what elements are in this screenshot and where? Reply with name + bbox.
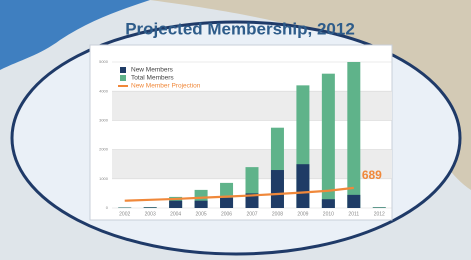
bar	[347, 62, 360, 208]
x-tick-label: 2005	[196, 211, 207, 217]
bar	[169, 201, 182, 208]
bar	[144, 207, 157, 208]
x-tick-label: 2008	[272, 211, 283, 217]
x-tick-label: 2010	[323, 211, 334, 217]
legend-label: Total Members	[131, 75, 174, 82]
x-tick-label: 2011	[348, 211, 359, 217]
chart-title: Projected Membership, 2012	[125, 19, 355, 38]
y-tick-label: 2000	[99, 147, 109, 152]
bar	[322, 199, 335, 208]
bar	[195, 201, 208, 208]
bar	[296, 164, 309, 208]
legend-label: New Members	[131, 67, 174, 74]
x-tick-label: 2012	[374, 211, 385, 217]
x-tick-label: 2003	[145, 211, 156, 217]
x-tick-label: 2004	[170, 211, 181, 217]
legend-label: New Member Projection	[131, 83, 201, 90]
y-tick-label: 4000	[99, 88, 109, 93]
legend-swatch	[120, 67, 126, 73]
x-tick-label: 2007	[246, 211, 257, 217]
screenshot: Projected Membership, 2012 0100020003000…	[0, 0, 471, 260]
y-tick-label: 1000	[99, 176, 109, 181]
y-tick-label: 5000	[99, 59, 109, 64]
bar	[347, 195, 360, 208]
y-tick-label: 3000	[99, 117, 109, 122]
x-tick-label: 2002	[119, 211, 130, 217]
annotation: 689	[362, 168, 382, 182]
bar	[220, 198, 233, 208]
bar	[322, 74, 335, 208]
x-tick-label: 2009	[297, 211, 308, 217]
legend-swatch	[120, 75, 126, 81]
x-tick-label: 2006	[221, 211, 232, 217]
bar	[271, 170, 284, 208]
